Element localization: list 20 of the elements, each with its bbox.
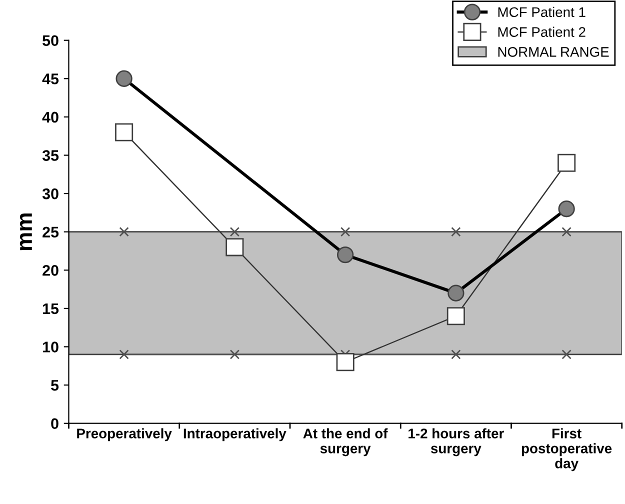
y-tick-label: 10 bbox=[43, 342, 58, 352]
y-tick-label: 50 bbox=[42, 35, 58, 46]
legend-label: MCF Patient 2 bbox=[498, 26, 586, 37]
legend-label: NORMAL RANGE bbox=[498, 47, 609, 57]
x-tick-label: Preoperatively bbox=[77, 428, 172, 442]
x-tick-label: First postoperative day bbox=[522, 428, 612, 472]
y-tick-label: 0 bbox=[51, 418, 58, 430]
y-tick-label: 45 bbox=[42, 74, 59, 84]
y-axis-title: mm bbox=[20, 213, 32, 250]
legend-label: MCF Patient 1 bbox=[498, 6, 586, 18]
x-tick-label: 1-2 hours after surgery bbox=[408, 428, 504, 456]
y-tick-label: 25 bbox=[42, 226, 59, 238]
y-tick-label: 30 bbox=[42, 188, 58, 200]
x-tick-label: Intraoperatively bbox=[184, 428, 286, 442]
x-tick-label: At the end of surgery bbox=[303, 428, 388, 456]
y-tick-label: 40 bbox=[42, 112, 58, 123]
y-tick-label: 20 bbox=[42, 265, 58, 276]
y-tick-label: 35 bbox=[42, 150, 59, 161]
y-tick-label: 5 bbox=[51, 380, 59, 391]
y-tick-label: 15 bbox=[43, 303, 59, 314]
